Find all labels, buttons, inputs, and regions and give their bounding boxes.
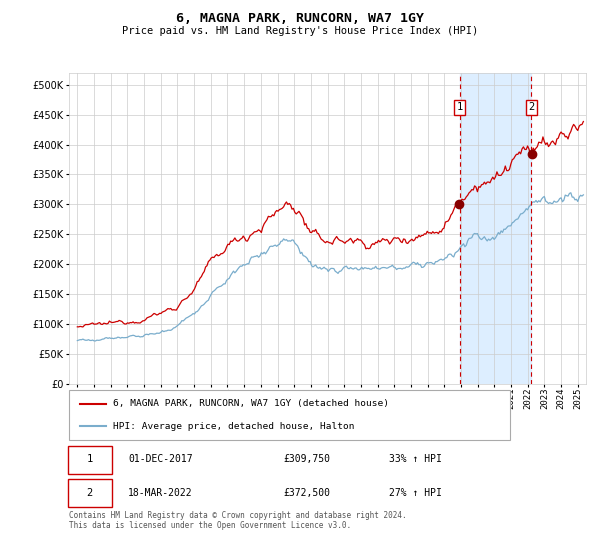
- Text: 6, MAGNA PARK, RUNCORN, WA7 1GY (detached house): 6, MAGNA PARK, RUNCORN, WA7 1GY (detache…: [113, 399, 389, 408]
- Text: 2: 2: [528, 102, 535, 113]
- Text: Contains HM Land Registry data © Crown copyright and database right 2024.
This d: Contains HM Land Registry data © Crown c…: [69, 511, 407, 530]
- FancyBboxPatch shape: [68, 479, 112, 507]
- Text: 6, MAGNA PARK, RUNCORN, WA7 1GY: 6, MAGNA PARK, RUNCORN, WA7 1GY: [176, 12, 424, 25]
- Text: £309,750: £309,750: [283, 454, 330, 464]
- Text: 33% ↑ HPI: 33% ↑ HPI: [389, 454, 442, 464]
- FancyBboxPatch shape: [68, 446, 112, 474]
- Text: 2: 2: [86, 488, 93, 498]
- Text: 27% ↑ HPI: 27% ↑ HPI: [389, 488, 442, 498]
- Text: 01-DEC-2017: 01-DEC-2017: [128, 454, 193, 464]
- Text: £372,500: £372,500: [283, 488, 330, 498]
- Text: HPI: Average price, detached house, Halton: HPI: Average price, detached house, Halt…: [113, 422, 355, 431]
- Text: 1: 1: [86, 454, 93, 464]
- Bar: [460, 73, 532, 384]
- Text: Price paid vs. HM Land Registry's House Price Index (HPI): Price paid vs. HM Land Registry's House …: [122, 26, 478, 36]
- Text: 18-MAR-2022: 18-MAR-2022: [128, 488, 193, 498]
- Text: 1: 1: [457, 102, 463, 113]
